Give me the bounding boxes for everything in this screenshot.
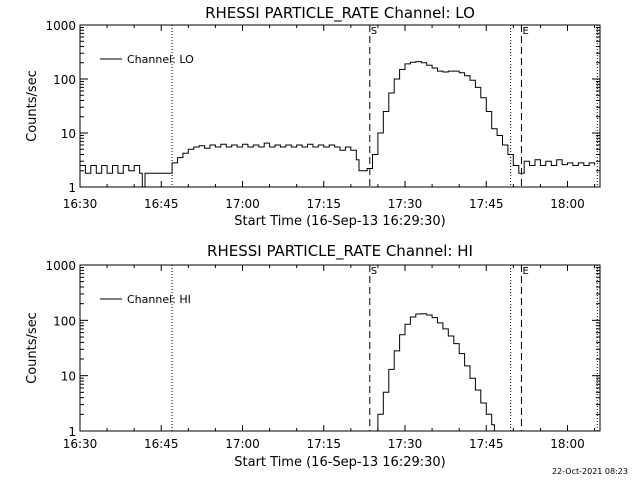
x-tick-label: 16:30 bbox=[63, 437, 98, 451]
x-tick-label: 18:00 bbox=[550, 197, 585, 211]
y-axis-label: Counts/sec bbox=[25, 70, 40, 142]
y-tick-label: 1 bbox=[68, 181, 76, 195]
y-tick-label: 1000 bbox=[45, 19, 76, 33]
y-tick-label: 10 bbox=[61, 127, 76, 141]
x-axis-label: Start Time (16-Sep-13 16:29:30) bbox=[234, 214, 445, 229]
y-tick-label: 10 bbox=[61, 370, 76, 384]
legend-label: Channel: HI bbox=[127, 293, 191, 306]
x-tick-label: 17:30 bbox=[388, 437, 423, 451]
x-tick-label: 18:00 bbox=[550, 437, 585, 451]
series-line-1 bbox=[80, 61, 596, 188]
x-tick-label: 17:15 bbox=[306, 437, 341, 451]
y-tick-label: 1 bbox=[68, 425, 76, 439]
y-tick-label: 1000 bbox=[45, 259, 76, 273]
legend-label: Channel: LO bbox=[127, 53, 194, 66]
chart-panel-1: RHESSI PARTICLE_RATE Channel: LO 16:30 16:… bbox=[25, 4, 601, 229]
chart-title: RHESSI PARTICLE_RATE Channel: HI bbox=[207, 242, 473, 261]
x-axis-label: Start Time (16-Sep-13 16:29:30) bbox=[234, 455, 445, 470]
x-tick-label: 17:30 bbox=[388, 197, 423, 211]
x-tick-label: 17:45 bbox=[469, 197, 504, 211]
y-tick-label: 100 bbox=[53, 314, 76, 328]
plot-frame bbox=[79, 24, 601, 188]
marker-label-e: E bbox=[522, 26, 528, 37]
marker-label-s: S bbox=[371, 26, 377, 37]
x-tick-label: 17:15 bbox=[306, 197, 341, 211]
x-tick-label: 16:45 bbox=[144, 437, 179, 451]
marker-label-e: E bbox=[522, 266, 528, 277]
footer-timestamp: 22-Oct-2021 08:23 bbox=[552, 467, 628, 476]
x-tick-label: 16:30 bbox=[63, 197, 98, 211]
x-tick-label: 17:00 bbox=[225, 197, 260, 211]
chart-title: RHESSI PARTICLE_RATE Channel: LO bbox=[205, 4, 475, 23]
series-line-1 bbox=[372, 313, 495, 432]
plot-frame bbox=[79, 264, 601, 432]
x-tick-label: 17:00 bbox=[225, 437, 260, 451]
marker-label-s: S bbox=[371, 266, 377, 277]
y-tick-label: 100 bbox=[53, 73, 76, 87]
x-tick-label: 16:45 bbox=[144, 197, 179, 211]
y-axis-label: Counts/sec bbox=[25, 312, 40, 384]
x-tick-label: 17:45 bbox=[469, 437, 504, 451]
chart-panel-2: RHESSI PARTICLE_RATE Channel: HI 16:30 16:… bbox=[25, 242, 601, 470]
